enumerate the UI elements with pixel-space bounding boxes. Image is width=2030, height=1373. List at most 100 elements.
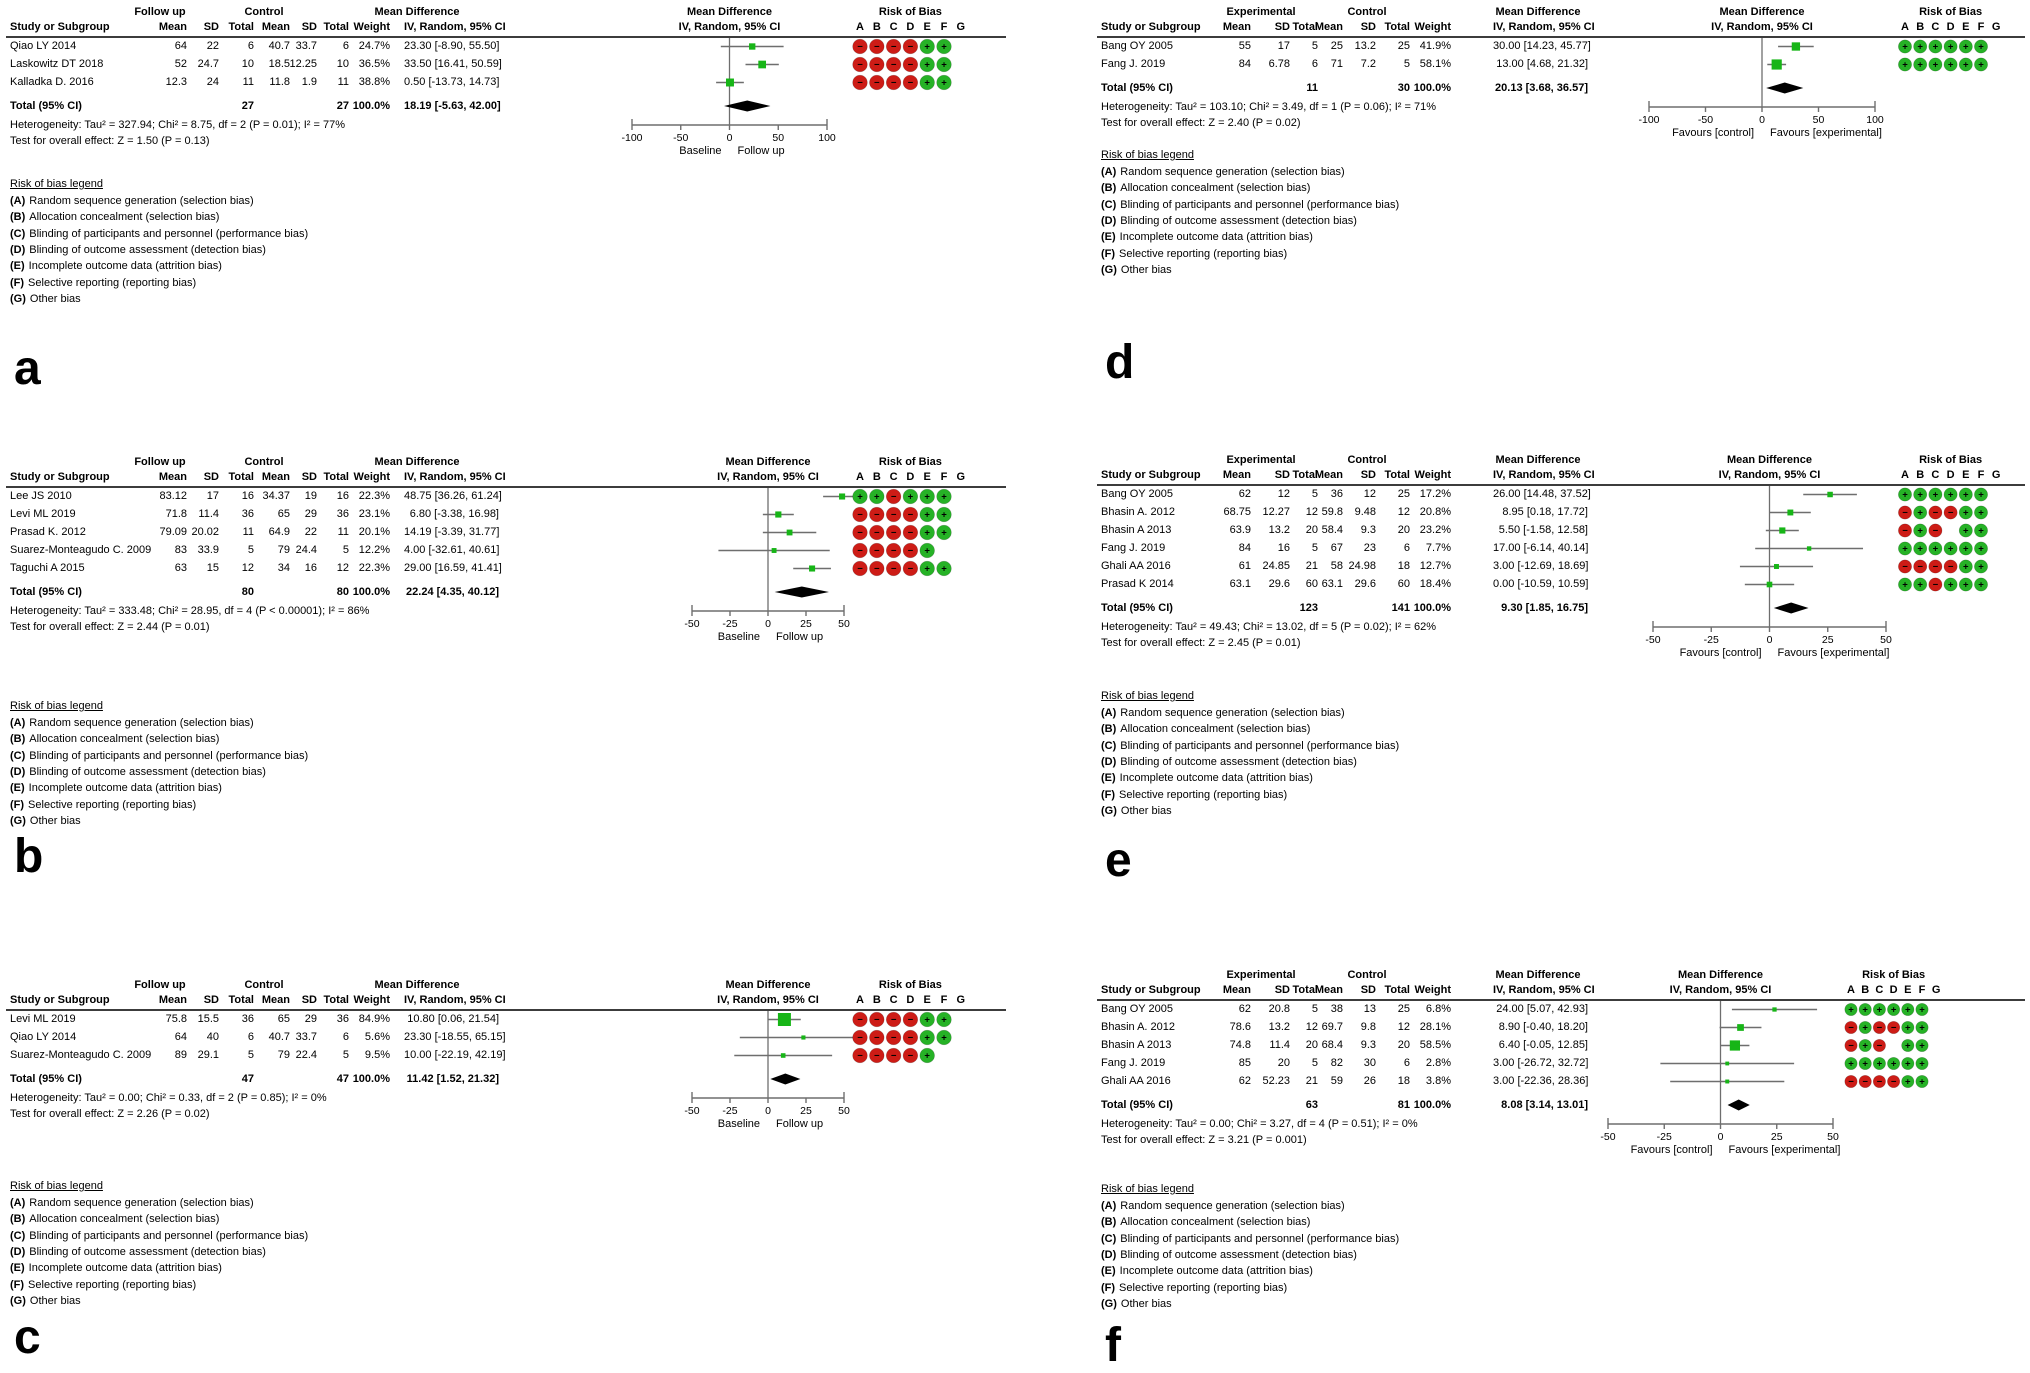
group2-header: Control [244,456,284,468]
rob-symbol: − [857,1051,863,1062]
study-sd2: 12.25 [289,58,317,70]
study-total2: 25 [1397,40,1410,52]
rob-legend-item-text: Incomplete outcome data (attrition bias) [1119,772,1313,785]
study-sd1: 13.2 [1268,1021,1290,1033]
rob-symbol: − [1848,1041,1854,1052]
rob-symbol: + [941,78,947,89]
rob-legend-item-text: Blinding of participants and personnel (… [1120,739,1400,752]
rob-legend-item: (A) Random sequence generation (selection… [10,1197,440,1210]
study-sd2: 9.3 [1360,524,1376,536]
study-weight: 84.9% [358,1013,390,1025]
heterogeneity-text: Heterogeneity: Tau² = 0.00; Chi² = 3.27,… [1101,1118,1418,1130]
rob-legend-item: (B) Allocation concealment (selection bia… [1101,723,1531,736]
rob-circle-low [1958,39,1973,54]
group2-header: Control [1347,6,1387,18]
total-n1: 11 [1306,82,1318,94]
study-mean1: 12.3 [165,76,187,88]
rob-circle-high [885,524,902,541]
study-weight: 7.7% [1425,542,1451,554]
study-name: Qiao LY 2014 [10,1031,77,1043]
study-mean1: 83.12 [159,490,187,502]
rob-symbol: + [1917,544,1923,555]
ci-column-header: IV, Random, 95% CI [404,21,506,33]
study-sd1: 15.5 [197,1013,219,1025]
rob-legend-item: (D) Blinding of outcome assessment (detec… [10,244,440,257]
rob-symbol: − [1948,508,1954,519]
study-column-header: Study or Subgroup [1101,469,1201,481]
rob-symbol: + [1933,544,1939,555]
study-total1: 12 [241,562,254,574]
total-ci-text: 11.42 [1.52, 21.32] [406,1073,499,1085]
rob-circle-high [1844,1021,1858,1034]
rob-legend-item-text: Blinding of participants and personnel (… [29,749,309,762]
rob-legend-item-text: Blinding of outcome assessment (detectio… [1120,1248,1357,1261]
sd2-column-header: SD [1360,21,1376,33]
sd2-column-header: SD [301,994,317,1006]
weight-column-header: Weight [1414,469,1451,481]
study-ci-text: 0.50 [-13.73, 14.73] [404,76,500,88]
rob-circle-low [1913,39,1928,54]
rob-symbol: + [1877,1059,1883,1070]
rob-circle-low [1943,541,1958,556]
rob-circle-high [1928,523,1943,538]
rob-circle-low [1974,541,1988,556]
rob-letter: B [872,21,881,33]
total2-column-header: Total [1384,21,1410,33]
study-weight: 17.2% [1419,488,1451,500]
rob-circle-high [885,56,902,73]
study-total1: 12 [1305,506,1318,518]
total-diamond [724,100,771,112]
rob-circle-high [869,560,885,577]
rob-symbol: − [908,510,914,521]
rob-symbol: − [891,60,897,71]
rob-legend-item: (F) Selective reporting (reporting bias) [1101,248,1531,261]
rob-symbol: + [1978,562,1984,573]
study-weight: 9.5% [364,1049,390,1061]
rob-circle-high [885,1011,902,1028]
rob-circle-low [1974,57,1988,72]
rob-legend-item: (F) Selective reporting (reporting bias) [1101,789,1531,802]
rob-symbol: − [1902,526,1908,537]
study-ci-text: 33.50 [16.41, 50.59] [404,58,502,70]
rob-circle-high [902,542,919,559]
study-mean1: 63.1 [1229,578,1251,590]
rob-legend-item-text: Random sequence generation (selection bi… [1120,707,1345,719]
rob-legend-item-text: Blinding of participants and personnel (… [29,1229,309,1242]
rob-symbol: + [1948,42,1954,53]
rob-circle-low [936,74,952,91]
rob-circle-high [852,56,868,73]
rob-symbol: + [924,1033,930,1044]
rob-header: Risk of Bias [1919,6,1983,18]
rob-symbol: + [1917,508,1923,519]
rob-legend-item-text: Allocation concealment (selection bias) [29,211,220,224]
rob-letter: F [1977,21,1985,33]
axis-caption-right: Follow up [776,631,823,643]
study-mean2: 64.9 [268,526,290,538]
axis-tick-label: 25 [1771,1131,1783,1143]
axis-caption-right: Favours [experimental] [1729,1144,1841,1156]
rob-circle-low [1898,577,1912,592]
rob-symbol: + [1978,508,1984,519]
study-ci-text: 3.00 [-22.36, 28.36] [1493,1075,1589,1087]
rob-symbol: + [1963,562,1969,573]
study-mean2: 40.7 [268,40,290,52]
study-name: Bang OY 2005 [1101,1003,1173,1015]
rob-circle-high [852,524,868,541]
axis-tick-label: -50 [1600,1131,1615,1143]
rob-circle-low [1898,487,1912,502]
rob-symbol: − [874,546,880,557]
mean2-column-header: Mean [1314,984,1343,996]
total-n2: 47 [336,1073,349,1085]
axis-caption-right: Follow up [738,145,785,157]
rob-circle-high [1872,1021,1886,1034]
study-sd1: 52.23 [1262,1075,1290,1087]
rob-legend-item-text: Blinding of outcome assessment (detectio… [1120,214,1357,227]
rob-legend-item-key: (B) [10,733,26,746]
rob-legend-item-key: (C) [1101,739,1117,752]
study-total1: 5 [247,1049,254,1061]
effect-square [1787,509,1794,516]
rob-circle-high [1898,523,1912,538]
total-label: Total (95% CI) [1101,1099,1173,1111]
study-name: Taguchi A 2015 [10,562,85,574]
rob-legend-item: (C) Blinding of participants and personne… [10,1230,440,1243]
